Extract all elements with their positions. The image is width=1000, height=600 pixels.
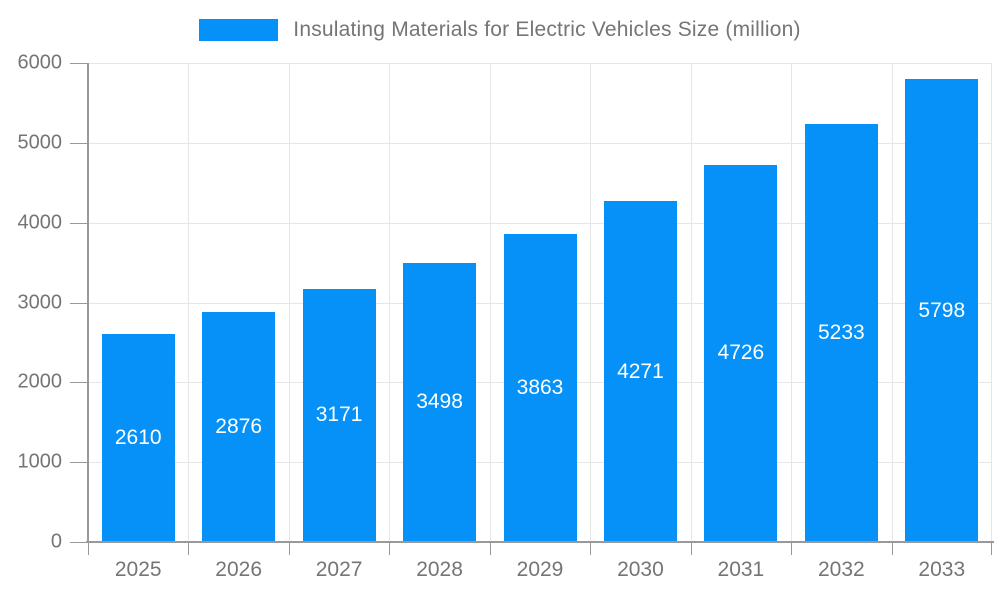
y-tick-label: 4000 bbox=[17, 211, 63, 234]
x-axis-line bbox=[86, 541, 994, 543]
x-tick-label: 2028 bbox=[416, 558, 463, 581]
x-tick-label: 2026 bbox=[215, 558, 263, 581]
bar: 2876 bbox=[202, 312, 276, 542]
vgridline bbox=[991, 63, 992, 542]
y-tick-label: 1000 bbox=[17, 450, 63, 473]
x-tick-label: 2032 bbox=[817, 558, 865, 581]
bar: 3498 bbox=[403, 262, 477, 542]
bar-value-label: 5233 bbox=[817, 321, 865, 345]
bar-value-label: 3863 bbox=[516, 375, 564, 399]
bar-value-label: 3498 bbox=[416, 390, 463, 414]
y-tick-label: 3000 bbox=[17, 291, 63, 313]
plot-area: 0 1000 2000 3000 4000 5000 6000 2610 2025 2876 202… bbox=[18, 52, 994, 581]
y-tick-label: 0 bbox=[50, 530, 62, 553]
vgridline bbox=[389, 63, 391, 542]
y-tick bbox=[70, 63, 88, 64]
hgridline bbox=[88, 63, 992, 64]
y-tick-label: 6000 bbox=[17, 51, 63, 74]
bar: 5798 bbox=[905, 79, 979, 542]
x-tick bbox=[389, 542, 391, 555]
x-tick-label: 2029 bbox=[516, 558, 564, 581]
bar-value-label: 4271 bbox=[617, 359, 664, 383]
vgridline bbox=[791, 63, 793, 542]
x-tick bbox=[791, 542, 793, 555]
chart-legend[interactable]: Insulating Materials for Electric Vehicl… bbox=[0, 18, 1000, 42]
y-axis-line bbox=[87, 63, 89, 542]
bar: 4726 bbox=[704, 164, 778, 542]
x-tick bbox=[88, 542, 89, 555]
y-tick-label: 5000 bbox=[17, 131, 63, 154]
x-tick bbox=[690, 542, 692, 555]
vgridline bbox=[891, 63, 893, 542]
y-tick bbox=[70, 542, 88, 543]
bar: 3863 bbox=[503, 233, 577, 542]
x-tick bbox=[590, 542, 592, 555]
hgridline bbox=[88, 222, 992, 224]
vgridline bbox=[288, 63, 290, 542]
y-tick-label: 2000 bbox=[17, 370, 63, 393]
vgridline bbox=[489, 63, 491, 542]
bar-value-label: 2876 bbox=[215, 415, 263, 439]
x-tick-label: 2033 bbox=[918, 558, 966, 581]
y-tick bbox=[70, 462, 88, 464]
y-tick bbox=[70, 142, 88, 144]
x-tick bbox=[991, 542, 992, 555]
x-tick-label: 2030 bbox=[617, 558, 664, 581]
x-tick bbox=[288, 542, 290, 555]
vgridline bbox=[690, 63, 692, 542]
x-tick-label: 2031 bbox=[717, 558, 765, 581]
bar: 4271 bbox=[603, 201, 677, 542]
x-tick-label: 2025 bbox=[114, 558, 162, 581]
bar-value-label: 4726 bbox=[717, 341, 765, 365]
y-tick bbox=[70, 302, 88, 304]
bar-value-label: 5798 bbox=[918, 298, 966, 322]
x-tick-label: 2027 bbox=[315, 558, 363, 581]
hgridline bbox=[88, 142, 992, 144]
bar-value-label: 2610 bbox=[114, 425, 162, 449]
bar: 2610 bbox=[101, 333, 175, 542]
bar-value-label: 3171 bbox=[315, 403, 363, 427]
x-tick bbox=[891, 542, 893, 555]
bar: 5233 bbox=[804, 124, 878, 542]
bar: 3171 bbox=[302, 288, 376, 542]
legend-label: Insulating Materials for Electric Vehicl… bbox=[293, 18, 801, 41]
legend-swatch bbox=[199, 19, 279, 41]
y-tick bbox=[70, 222, 88, 224]
x-tick bbox=[489, 542, 491, 555]
vgridline bbox=[590, 63, 592, 542]
y-tick bbox=[70, 382, 88, 384]
vgridline bbox=[188, 63, 190, 542]
x-tick bbox=[188, 542, 190, 555]
